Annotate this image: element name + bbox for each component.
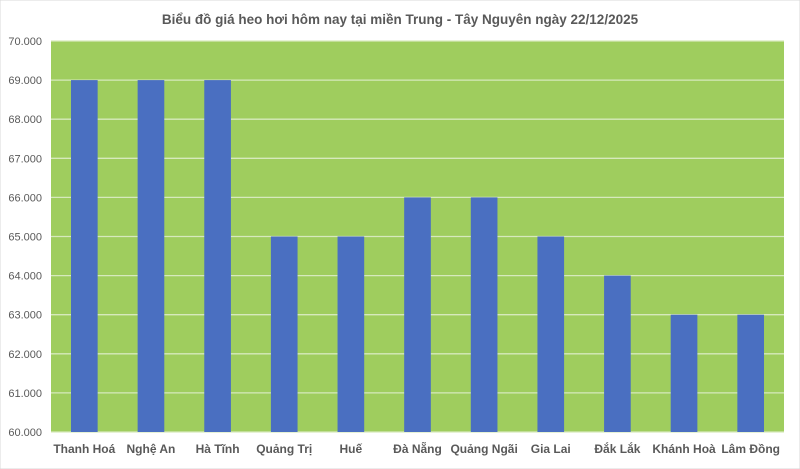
bar: [470, 197, 498, 432]
bar: [737, 314, 765, 432]
x-tick-label: Khánh Hoà: [652, 442, 716, 456]
y-tick-label: 69.000: [8, 75, 42, 87]
bar: [137, 80, 165, 432]
y-tick-label: 62.000: [8, 349, 42, 361]
x-tick-label: Đắk Lắk: [594, 441, 640, 456]
bar: [537, 236, 565, 432]
x-tick-label: Quảng Ngãi: [450, 442, 517, 456]
y-tick-label: 68.000: [8, 114, 42, 126]
y-tick-label: 61.000: [8, 388, 42, 400]
x-tick-label: Đà Nẵng: [393, 441, 442, 456]
y-tick-label: 70.000: [8, 36, 42, 48]
x-tick-label: Huế: [340, 442, 363, 456]
x-tick-label: Quảng Trị: [256, 442, 312, 456]
bar: [204, 80, 231, 432]
chart-title: Biểu đồ giá heo hơi hôm nay tại miền Tru…: [162, 12, 639, 27]
bar: [270, 236, 298, 432]
y-tick-label: 66.000: [8, 192, 42, 204]
x-tick-label: Thanh Hoá: [53, 442, 115, 456]
y-tick-label: 60.000: [8, 427, 42, 439]
y-tick-label: 65.000: [8, 232, 42, 244]
y-tick-label: 63.000: [8, 310, 42, 322]
x-tick-label: Hà Tĩnh: [196, 442, 240, 456]
bar: [404, 197, 431, 432]
x-tick-label: Gia Lai: [531, 442, 571, 456]
bar: [604, 275, 631, 432]
y-tick-label: 64.000: [8, 271, 42, 283]
bar: [670, 314, 698, 432]
x-tick-label: Lâm Đồng: [721, 442, 780, 456]
bar: [337, 236, 365, 432]
y-tick-label: 67.000: [8, 153, 42, 165]
bar: [70, 80, 98, 432]
x-tick-label: Nghệ An: [127, 442, 176, 456]
